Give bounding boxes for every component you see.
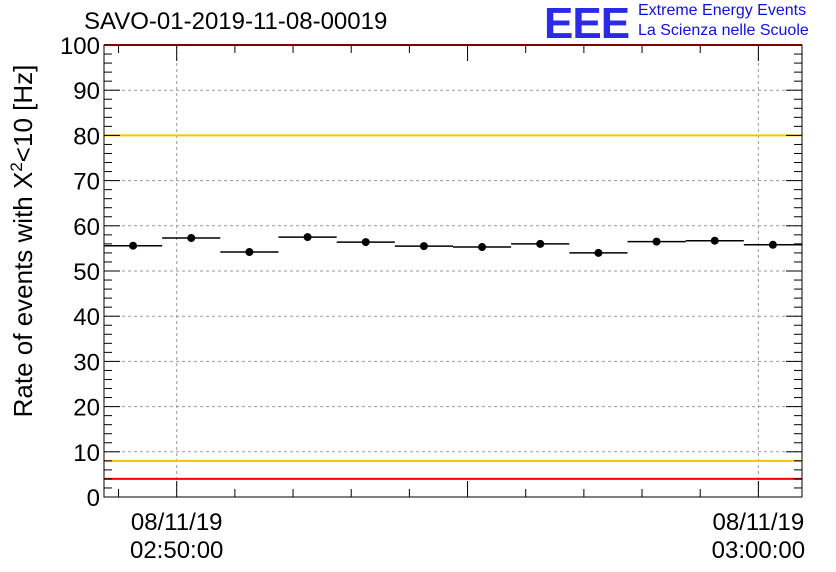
y-tick-label: 40 [73, 304, 100, 331]
data-point [245, 248, 254, 257]
data-point [187, 234, 196, 243]
y-tick-label: 60 [73, 214, 100, 241]
data-point [478, 243, 487, 252]
x-tick-label-time: 02:50:00 [130, 537, 223, 564]
eee-logo: EEE Extreme Energy Events La Scienza nel… [540, 0, 836, 46]
y-tick-label: 100 [60, 33, 100, 60]
data-point [419, 242, 428, 251]
data-point [594, 248, 603, 257]
y-tick-label: 70 [73, 169, 100, 196]
x-tick-label-time: 03:00:00 [712, 537, 805, 564]
data-point [303, 233, 312, 242]
x-tick-label-date: 08/11/19 [131, 509, 223, 536]
y-tick-label: 0 [87, 485, 100, 512]
x-tick-label-date: 08/11/19 [713, 509, 805, 536]
y-tick-label: 20 [73, 395, 100, 422]
logo-mark: EEE [544, 0, 630, 48]
y-tick-label: 30 [73, 349, 100, 376]
y-tick-label: 80 [73, 123, 100, 150]
logo-line-2: La Scienza nelle Scuole [638, 22, 809, 39]
logo-line-1: Extreme Energy Events [638, 2, 807, 19]
data-point [710, 236, 719, 245]
chart-title: SAVO-01-2019-11-08-00019 [84, 8, 388, 35]
data-point [652, 237, 661, 246]
data-point [768, 240, 777, 249]
y-tick-label: 50 [73, 259, 100, 286]
y-axis-label: Rate of events with X2<10 [Hz] [7, 65, 38, 418]
y-tick-label: 10 [73, 440, 100, 467]
data-point [361, 238, 370, 247]
y-tick-label: 90 [73, 78, 100, 105]
data-point [129, 241, 138, 250]
data-point [536, 239, 545, 248]
